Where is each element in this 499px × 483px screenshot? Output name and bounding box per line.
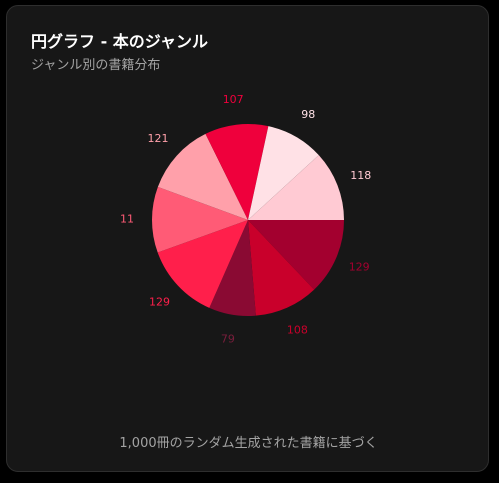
pie-label-4: 11 (120, 213, 134, 226)
pie-chart: 129 108 79 129 11 121 107 98 118 (120, 93, 371, 345)
pie-label-8: 118 (350, 169, 371, 182)
chart-card: 円グラフ - 本のジャンル ジャンル別の書籍分布 129 108 79 129 11 12… (6, 5, 489, 472)
pie-slice-5[interactable] (157, 133, 248, 220)
pie-label-6: 107 (223, 93, 244, 106)
pie-slice-3[interactable] (157, 220, 248, 308)
pie-label-7: 98 (301, 108, 315, 121)
pie-slice-2[interactable] (209, 220, 256, 316)
pie-slice-7[interactable] (248, 126, 319, 220)
pie-slice-0[interactable] (248, 220, 344, 290)
pie-slice-8[interactable] (248, 155, 344, 220)
pie-label-3: 129 (149, 296, 170, 309)
card-footer: 1,000冊のランダム生成された書籍に基づく (119, 436, 378, 451)
pie-label-5: 121 (148, 132, 169, 145)
card-subtitle: ジャンル別の書籍分布 (31, 58, 161, 73)
pie-slice-1[interactable] (248, 220, 315, 316)
pie-label-0: 129 (349, 261, 370, 274)
pie-slice-6[interactable] (205, 123, 269, 220)
pie-label-2: 79 (221, 332, 235, 345)
pie-label-1: 108 (287, 323, 308, 336)
pie-slice-4[interactable] (152, 186, 248, 253)
card-title: 円グラフ - 本のジャンル (31, 32, 208, 51)
